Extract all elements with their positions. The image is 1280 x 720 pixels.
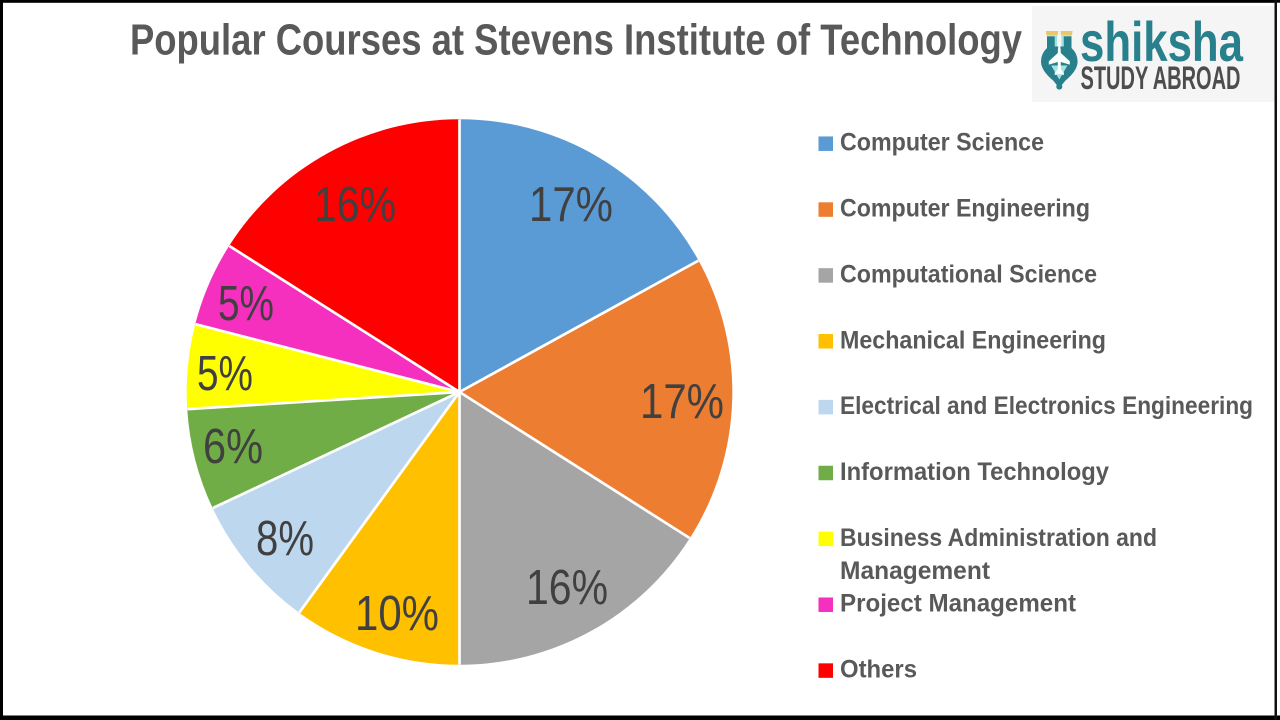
svg-text:16%: 16% xyxy=(526,561,608,615)
svg-text:Project Management: Project Management xyxy=(840,591,1076,618)
svg-text:6%: 6% xyxy=(203,420,263,474)
svg-text:Management: Management xyxy=(840,558,990,585)
svg-text:Popular Courses at Stevens Ins: Popular Courses at Stevens Institute of … xyxy=(130,17,1022,65)
svg-text:Electrical and Electronics Eng: Electrical and Electronics Engineering xyxy=(840,393,1253,420)
svg-text:17%: 17% xyxy=(529,178,613,232)
svg-text:8%: 8% xyxy=(256,512,314,566)
svg-text:shiksha: shiksha xyxy=(1080,10,1244,73)
svg-text:Computer Science: Computer Science xyxy=(840,130,1044,157)
svg-text:Computational Science: Computational Science xyxy=(840,261,1097,288)
svg-text:17%: 17% xyxy=(640,375,724,429)
svg-text:5%: 5% xyxy=(218,277,274,331)
svg-text:10%: 10% xyxy=(355,587,439,641)
svg-text:16%: 16% xyxy=(314,178,396,232)
svg-text:STUDY ABROAD: STUDY ABROAD xyxy=(1081,60,1241,96)
svg-text:Others: Others xyxy=(840,657,917,684)
svg-text:Business Administration and: Business Administration and xyxy=(840,525,1157,552)
svg-text:5%: 5% xyxy=(197,347,253,401)
svg-text:Computer Engineering: Computer Engineering xyxy=(840,196,1090,223)
svg-text:Information Technology: Information Technology xyxy=(840,459,1109,486)
svg-text:Mechanical Engineering: Mechanical Engineering xyxy=(840,327,1106,354)
